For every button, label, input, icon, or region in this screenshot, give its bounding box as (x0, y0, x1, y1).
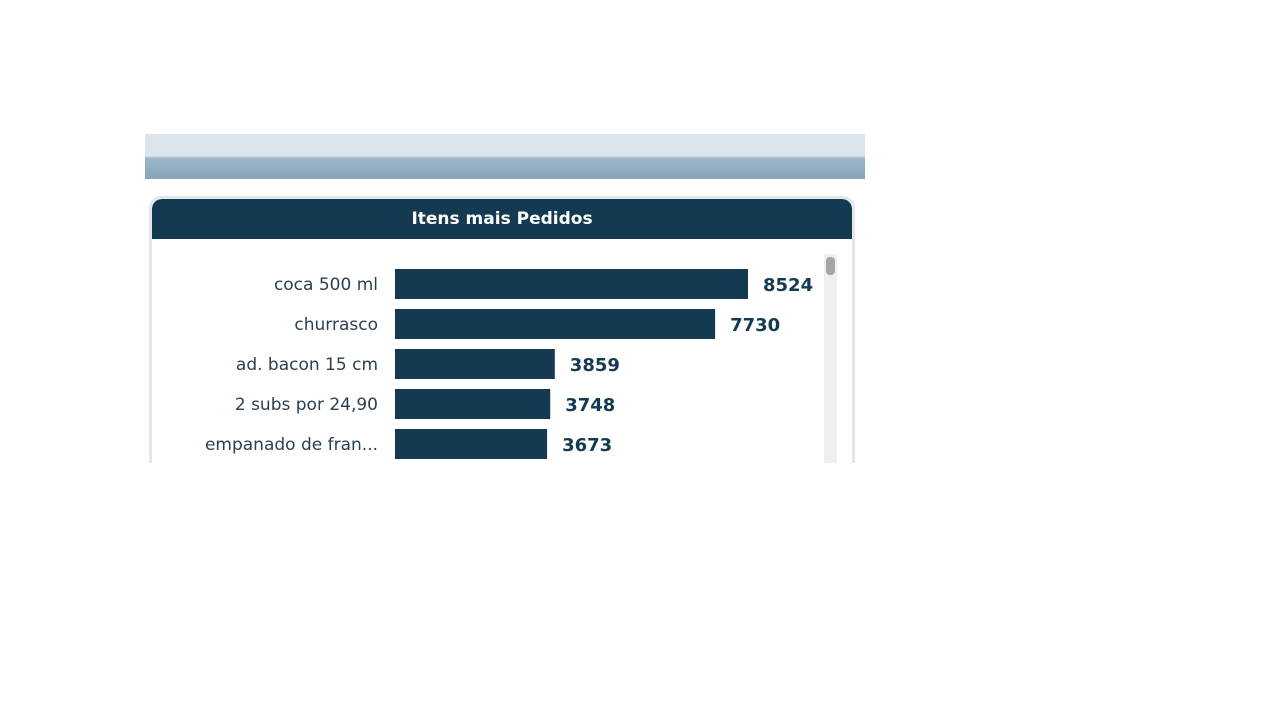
value-label: 8524 (763, 275, 813, 296)
visual-viewport: Itens mais Pedidos coca 500 ml 8524 churra… (145, 190, 865, 463)
chart-title: Itens mais Pedidos (152, 199, 852, 239)
category-label: 2 subs por 24,90 (235, 395, 378, 415)
category-label: churrasco (294, 315, 378, 335)
bar[interactable] (395, 309, 716, 339)
bar[interactable] (395, 389, 551, 419)
scrollbar[interactable] (824, 254, 837, 463)
value-label: 7730 (730, 315, 780, 336)
top-banner-strip (145, 134, 865, 179)
scrollbar-thumb[interactable] (826, 257, 835, 275)
category-label: coca 500 ml (274, 275, 378, 295)
bar-chart: coca 500 ml 8524 churrasco 7730 ad. bacon 15… (205, 269, 813, 459)
value-label: 3673 (562, 435, 612, 456)
bar[interactable] (395, 349, 555, 379)
value-label: 3859 (570, 355, 620, 376)
category-label: ad. bacon 15 cm (236, 355, 378, 375)
value-label: 3748 (565, 395, 615, 416)
bar[interactable] (395, 429, 548, 459)
bar[interactable] (395, 269, 748, 299)
category-label: empanado de fran... (205, 435, 378, 455)
chart-card: Itens mais Pedidos coca 500 ml 8524 churra… (149, 196, 855, 463)
